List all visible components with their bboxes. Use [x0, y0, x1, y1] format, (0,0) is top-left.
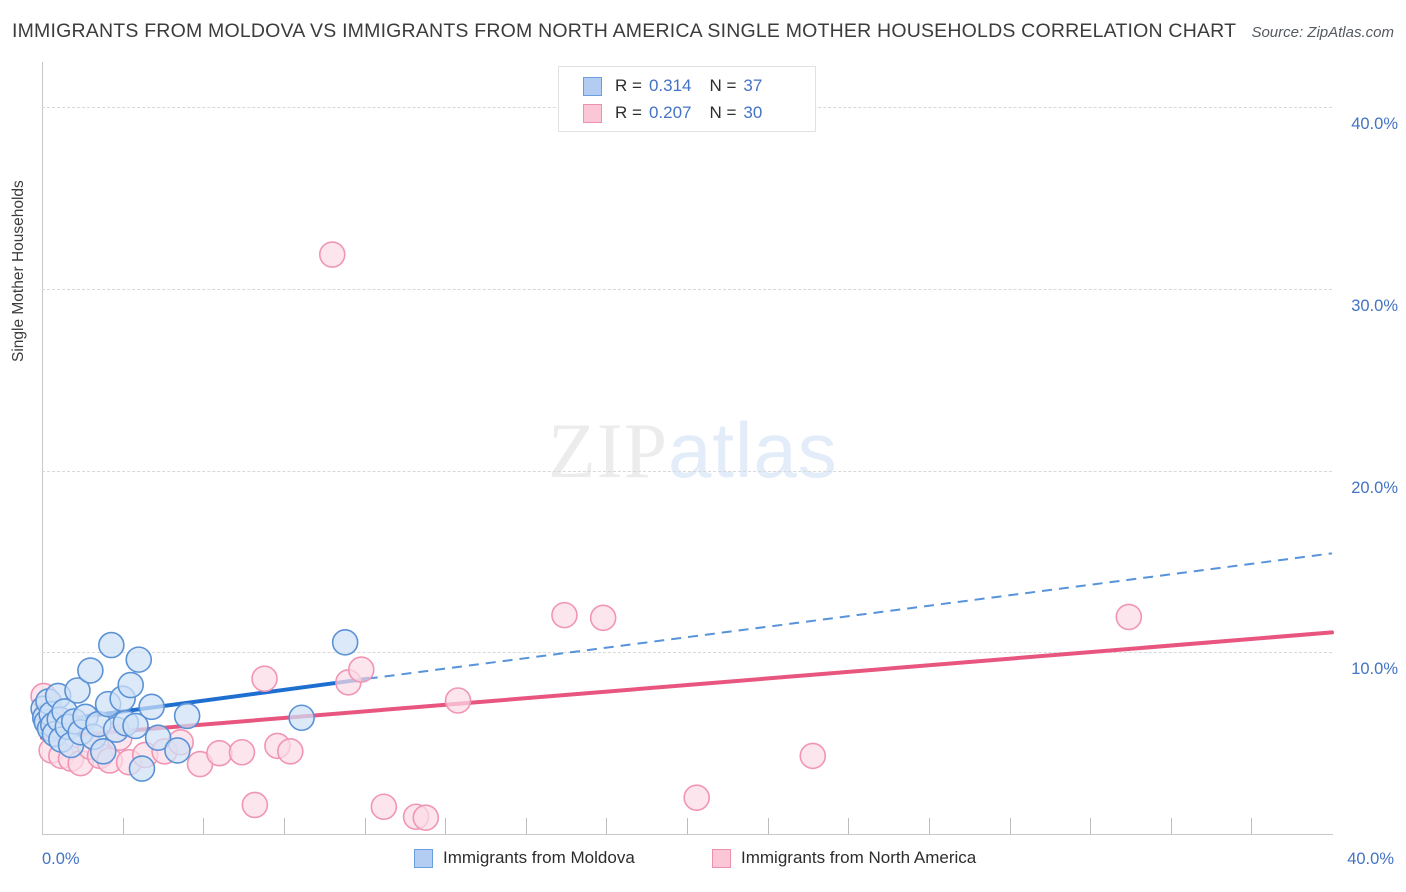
x-axis-tick [848, 818, 850, 834]
legend-item-north-america[interactable]: Immigrants from North America [712, 848, 976, 868]
r-label-north-america: R = [615, 103, 642, 122]
x-axis-tick [767, 818, 769, 834]
y-tick-label: 40.0% [1351, 115, 1398, 134]
gridline [42, 470, 1332, 472]
x-axis-tick [364, 818, 366, 834]
y-tick-label: 30.0% [1351, 297, 1398, 316]
n-label-north-america: N = [709, 103, 737, 122]
x-axis-tick [203, 818, 205, 834]
x-axis-tick [1090, 818, 1092, 834]
gridline [42, 289, 1332, 291]
r-value-moldova: 0.314 [648, 76, 692, 95]
legend-swatch-north-america-bottom [712, 848, 731, 868]
y-axis-title: Single Mother Households [10, 180, 27, 362]
x-axis-tick [606, 818, 608, 834]
r-label-moldova: R = [615, 76, 642, 95]
x-axis-tick [1170, 818, 1172, 834]
x-tick-label-max: 40.0% [1347, 850, 1394, 868]
legend-label-north-america: Immigrants from North America [741, 848, 977, 867]
legend-swatch-north-america [583, 103, 602, 123]
x-axis-tick [1009, 818, 1011, 834]
stats-legend: R = 0.314 N = 37 R = 0.207 N = 30 [558, 66, 816, 132]
x-tick-label-min: 0.0% [42, 850, 80, 868]
x-axis-tick [525, 818, 527, 834]
x-axis-tick [1251, 818, 1253, 834]
y-axis-line [42, 62, 43, 834]
n-value-north-america: 30 [743, 103, 763, 122]
legend-swatch-moldova-bottom [414, 848, 433, 868]
gridline [42, 652, 1332, 654]
plot-area [42, 62, 1332, 834]
y-tick-label: 10.0% [1351, 660, 1398, 679]
x-axis-tick [122, 818, 124, 834]
source-attribution: Source: ZipAtlas.com [1251, 24, 1394, 41]
stats-legend-row-north-america: R = 0.207 N = 30 [583, 100, 762, 126]
x-axis-tick [687, 818, 688, 834]
x-axis-tick [445, 818, 447, 834]
x-axis-line [42, 834, 1333, 835]
x-axis-tick [283, 818, 285, 834]
y-tick-label: 20.0% [1351, 478, 1398, 497]
n-label-moldova: N = [709, 76, 737, 95]
legend-item-moldova[interactable]: Immigrants from Moldova [414, 848, 635, 868]
x-axis-tick [928, 818, 930, 834]
legend-swatch-moldova [583, 76, 602, 96]
n-value-moldova: 37 [743, 76, 763, 95]
legend-label-moldova: Immigrants from Moldova [443, 848, 635, 867]
page-title: IMMIGRANTS FROM MOLDOVA VS IMMIGRANTS FR… [12, 20, 1237, 42]
r-value-north-america: 0.207 [648, 103, 692, 122]
stats-legend-row-moldova: R = 0.314 N = 37 [583, 73, 762, 99]
